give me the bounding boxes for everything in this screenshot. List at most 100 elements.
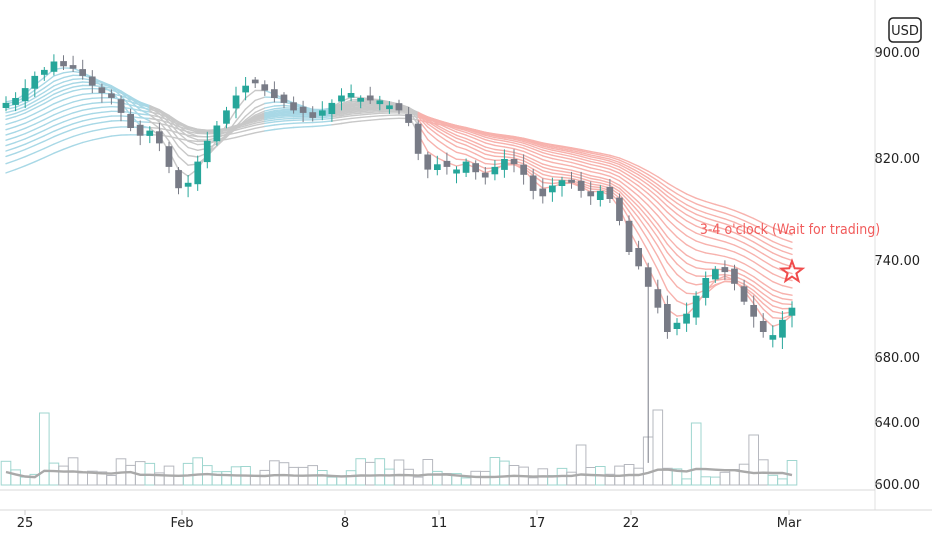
ribbon-segment [73,105,83,108]
ribbon-segment [35,114,45,119]
ribbon-segment [763,248,773,253]
candle-body [453,170,460,174]
ribbon-segment [600,174,610,177]
volume-bar [720,472,730,485]
candle-body [386,105,393,109]
ribbon-segment [54,105,64,109]
ribbon-segment [782,286,792,288]
ribbon-segment [591,165,601,167]
candle-body [702,278,709,298]
ribbon-segment [658,230,668,244]
candle-body [233,96,240,109]
candle [635,241,642,270]
candle-body [693,296,700,318]
ribbon-segment [735,252,745,256]
ribbon-segment [54,78,64,82]
ribbon-segment [35,149,45,153]
candle-body [597,191,604,200]
ribbon-segment [696,209,706,213]
ribbon-segment [35,158,45,162]
ribbon-segment [677,264,687,272]
candle-body [405,114,412,123]
ribbon-segment [246,108,256,116]
volume-bar [787,461,797,486]
ribbon-segment [562,168,572,170]
ribbon-segment [447,147,457,153]
volume-bar [634,468,644,485]
currency-badge[interactable]: USD [889,18,921,42]
candle-body [779,320,786,338]
ribbon-segment [782,294,792,296]
candle-body [194,162,201,185]
ribbon-segment [562,171,572,173]
ribbon-segment [265,125,275,126]
ribbon-segment [562,174,572,175]
ribbon-segment [236,135,246,137]
ribbon-segment [255,126,265,128]
candle [693,291,700,325]
ribbon-segment [274,121,284,122]
ribbon-segment [351,112,361,113]
ribbon-segment [725,257,735,260]
candle-body [51,62,58,72]
ribbon-segment [543,156,553,159]
ribbon-segment [73,121,83,124]
ribbon-segment [763,268,773,274]
ribbon-segment [677,287,687,294]
ribbon-segment [16,150,26,154]
ribbon-segment [102,136,112,138]
volume-bar [318,471,328,486]
price-tick-label: 680.00 [875,351,921,366]
ribbon-segment [332,117,342,118]
candle-body [300,107,307,113]
volume-bar [385,469,395,485]
candle [779,311,786,349]
ribbon-segment [696,260,706,262]
ribbon-segment [629,206,639,218]
candle-body [261,84,268,90]
candle [683,303,690,332]
ribbon-segment [83,140,93,143]
ribbon-segment [102,107,112,108]
ribbon-segment [562,177,572,178]
ribbon-segment [73,89,83,91]
ribbon-segment [725,242,735,245]
time-tick-label: 22 [623,516,640,531]
ribbon-segment [44,104,54,109]
ribbon-segment [274,108,284,109]
ribbon-segment [514,152,524,155]
ribbon-segment [543,174,553,176]
ribbon-segment [735,239,745,243]
ribbon-segment [73,79,83,80]
volume-bar [78,473,88,485]
candle [185,175,192,197]
ribbon-segment [227,137,237,139]
candle-body [41,70,48,75]
ribbon-segment [188,148,198,151]
candle-body [424,155,431,170]
ribbon-segment [83,98,93,99]
ribbon-segment [552,159,562,161]
candle [549,178,556,202]
ribbon-segment [16,157,26,161]
ribbon-segment [16,123,26,127]
ribbon-segment [763,254,773,260]
ribbon-segment [361,110,371,111]
candle-body [770,335,777,340]
ribbon-segment [600,170,610,173]
volume-bar [11,470,21,485]
ribbon-segment [754,269,764,275]
ribbon-segment [370,112,380,113]
ribbon-segment [763,276,773,282]
ribbon-segment [274,119,284,120]
candle [655,280,662,314]
ribbon-segment [246,133,256,135]
candle-body [616,198,623,221]
ribbon-segment [188,141,198,142]
ribbon-segment [284,118,294,119]
ribbon-segment [25,153,35,157]
candle-body [587,191,594,196]
ribbon-segment [591,179,601,181]
ribbon-segment [274,105,284,106]
